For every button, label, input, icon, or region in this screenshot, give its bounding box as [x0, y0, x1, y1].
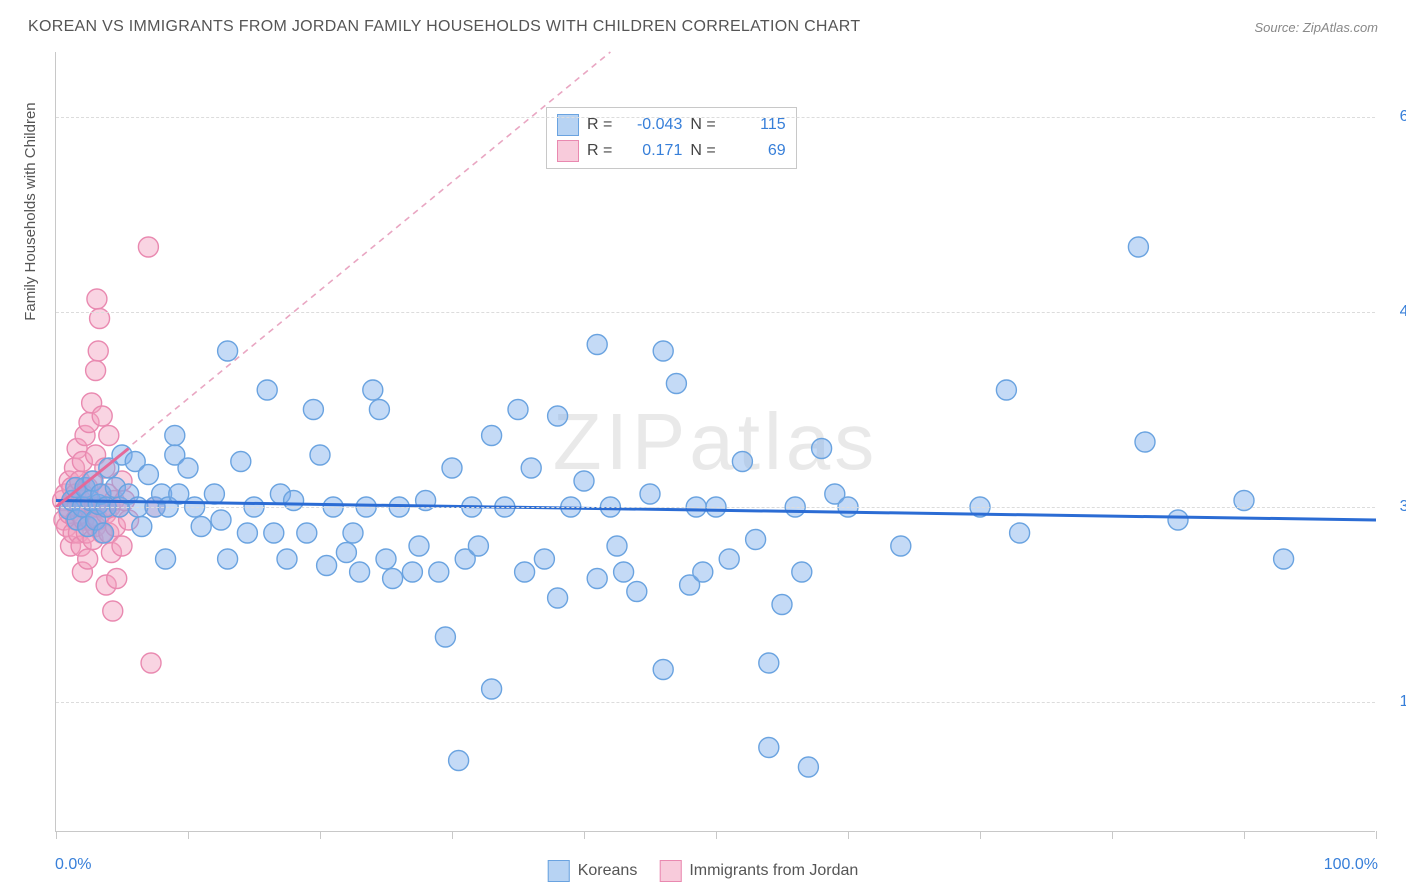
stats-row-2: R = 0.171 N = 69 — [557, 138, 786, 164]
n-label-2: N = — [690, 142, 715, 160]
legend-swatch-pink-icon — [659, 860, 681, 882]
legend-label-1: Koreans — [578, 862, 638, 880]
r-value-2: 0.171 — [620, 142, 682, 160]
chart-title: KOREAN VS IMMIGRANTS FROM JORDAN FAMILY … — [28, 18, 860, 36]
x-axis-max-label: 100.0% — [1324, 856, 1378, 874]
grid-line — [56, 702, 1375, 703]
bottom-legend: Koreans Immigrants from Jordan — [548, 860, 859, 882]
x-tick — [848, 831, 849, 839]
grid-line — [56, 117, 1375, 118]
legend-label-2: Immigrants from Jordan — [689, 862, 858, 880]
grid-line — [56, 507, 1375, 508]
n-value-1: 115 — [724, 116, 786, 134]
x-tick — [1376, 831, 1377, 839]
legend-item-2: Immigrants from Jordan — [659, 860, 858, 882]
r-label-2: R = — [587, 142, 612, 160]
legend-item-1: Koreans — [548, 860, 638, 882]
n-label-1: N = — [690, 116, 715, 134]
y-axis-title: Family Households with Children — [22, 102, 39, 320]
x-tick — [320, 831, 321, 839]
source-label: Source: ZipAtlas.com — [1254, 20, 1378, 35]
grid-line — [56, 312, 1375, 313]
x-axis-min-label: 0.0% — [55, 856, 91, 874]
x-tick — [980, 831, 981, 839]
r-label-1: R = — [587, 116, 612, 134]
y-tick-label: 15.0% — [1400, 693, 1406, 711]
x-tick — [716, 831, 717, 839]
r-value-1: -0.043 — [620, 116, 682, 134]
y-tick-label: 60.0% — [1400, 108, 1406, 126]
stats-row-1: R = -0.043 N = 115 — [557, 112, 786, 138]
x-tick — [56, 831, 57, 839]
plot-area: ZIPatlas R = -0.043 N = 115 R = 0.171 N … — [55, 52, 1375, 832]
legend-swatch-blue-icon — [548, 860, 570, 882]
x-tick — [188, 831, 189, 839]
x-tick — [584, 831, 585, 839]
y-tick-label: 45.0% — [1400, 303, 1406, 321]
x-tick — [1244, 831, 1245, 839]
x-tick — [1112, 831, 1113, 839]
y-tick-label: 30.0% — [1400, 498, 1406, 516]
n-value-2: 69 — [724, 142, 786, 160]
x-tick — [452, 831, 453, 839]
swatch-pink-icon — [557, 140, 579, 162]
